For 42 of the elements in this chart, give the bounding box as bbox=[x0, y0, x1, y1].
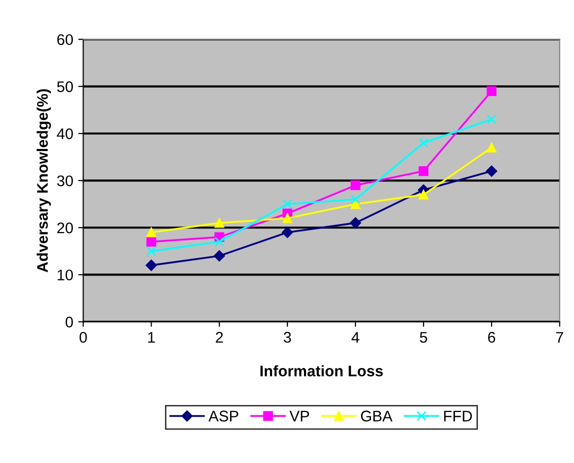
point bbox=[350, 217, 362, 229]
point bbox=[350, 180, 360, 190]
point bbox=[146, 236, 156, 247]
x-tick-label: 4 bbox=[352, 332, 360, 343]
x-tick-label: 2 bbox=[216, 332, 223, 343]
legend-label: ASP bbox=[208, 410, 238, 422]
point bbox=[418, 166, 428, 176]
x-tick-label: 3 bbox=[284, 332, 291, 343]
point bbox=[486, 86, 496, 96]
y-tick-label: 50 bbox=[57, 81, 73, 92]
point bbox=[418, 138, 428, 148]
y-tick-label: 0 bbox=[66, 316, 73, 328]
point bbox=[146, 246, 156, 256]
point bbox=[146, 227, 156, 238]
legend-label: VP bbox=[290, 410, 310, 422]
point bbox=[486, 142, 496, 152]
x-tick-label: 1 bbox=[148, 332, 155, 343]
x-tick-label: 5 bbox=[420, 332, 428, 343]
point bbox=[282, 226, 294, 238]
point bbox=[282, 199, 292, 209]
y-tick-label: 40 bbox=[56, 128, 73, 140]
point bbox=[350, 194, 360, 204]
y-tick-label: 30 bbox=[57, 175, 73, 186]
point bbox=[214, 236, 224, 247]
point bbox=[214, 250, 225, 262]
x-tick-label: 0 bbox=[80, 332, 87, 343]
y-tick-label: 10 bbox=[58, 270, 73, 280]
x-tick-label: 7 bbox=[556, 332, 564, 343]
point bbox=[350, 199, 360, 209]
y-axis-title: Adversary Knowledge(%) bbox=[36, 89, 51, 272]
point bbox=[282, 213, 292, 224]
point bbox=[214, 218, 224, 228]
point bbox=[418, 190, 428, 200]
x-tick-label: 6 bbox=[488, 332, 496, 343]
legend-label: FFD bbox=[444, 410, 472, 422]
legend-label: GBA bbox=[361, 410, 392, 422]
point bbox=[486, 114, 496, 124]
y-tick-label: 20 bbox=[57, 222, 73, 234]
x-axis-title: Information Loss bbox=[260, 365, 383, 376]
point bbox=[486, 166, 498, 177]
y-tick-label: 60 bbox=[57, 34, 73, 46]
point bbox=[146, 260, 157, 271]
